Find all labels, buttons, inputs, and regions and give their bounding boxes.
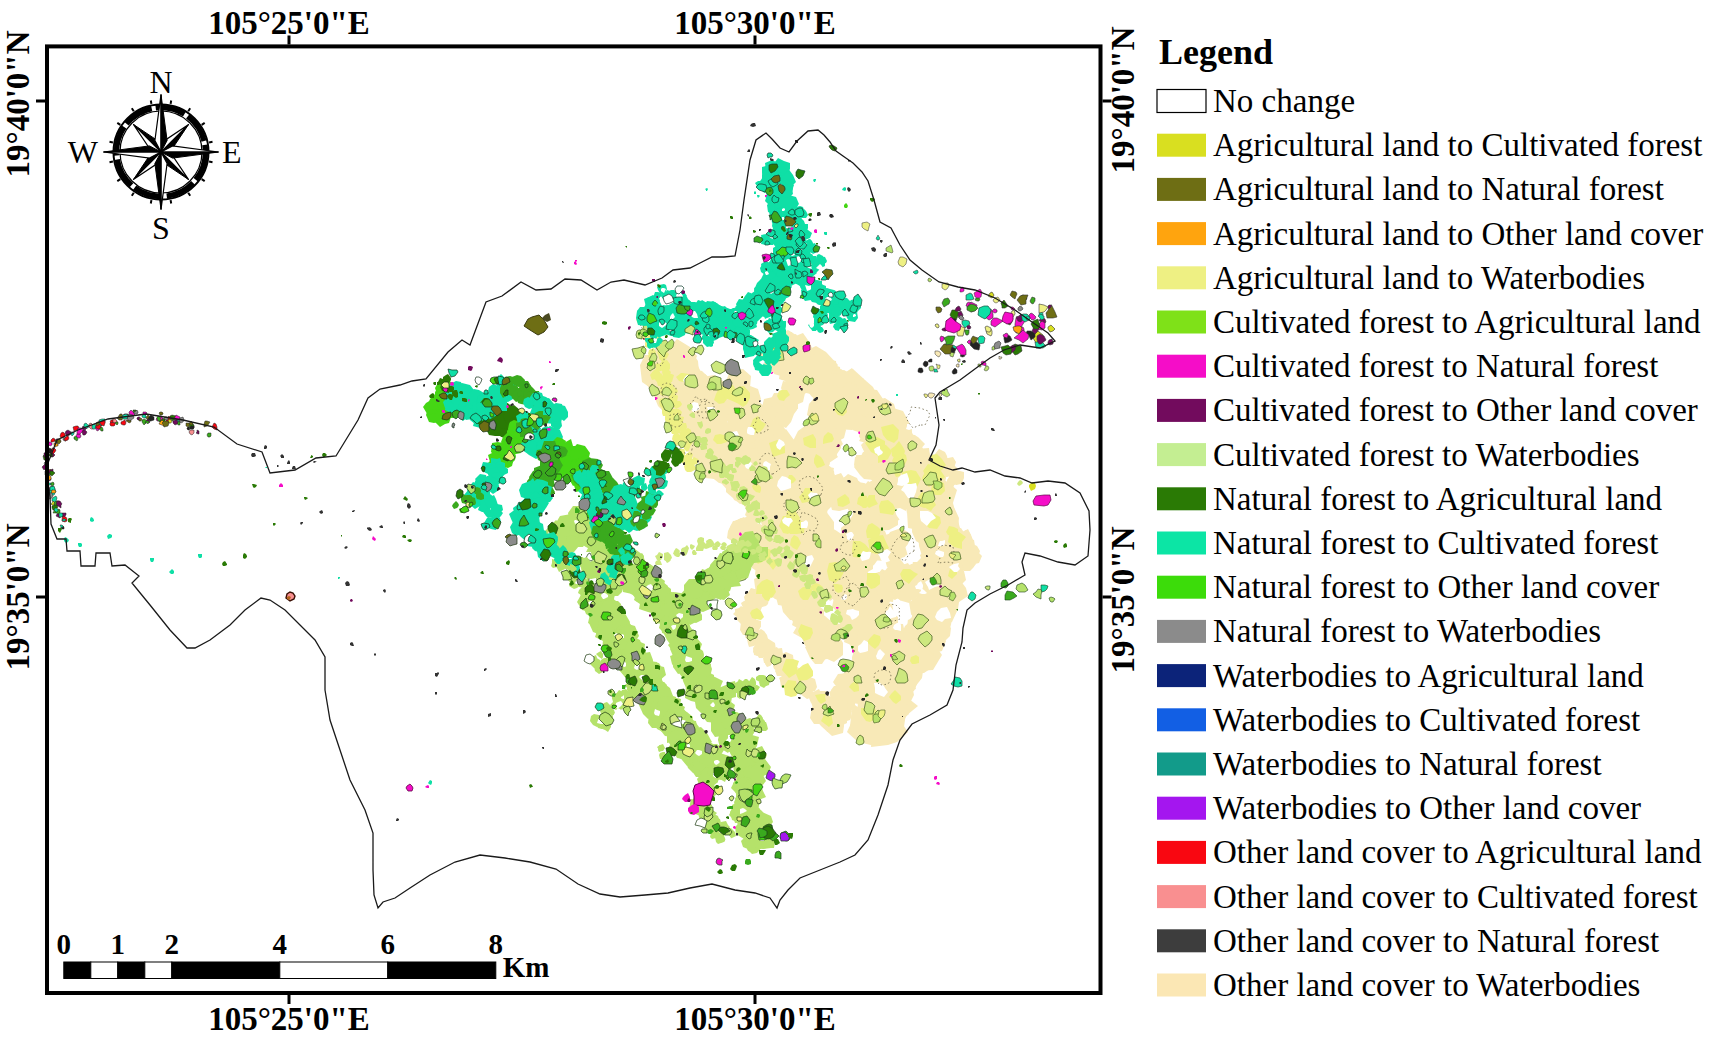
- svg-text:2: 2: [165, 928, 180, 960]
- svg-text:0: 0: [57, 928, 72, 960]
- svg-text:19°35'0"N: 19°35'0"N: [0, 523, 36, 670]
- svg-text:1: 1: [111, 928, 126, 960]
- svg-text:Natural forest to Waterbodies: Natural forest to Waterbodies: [1213, 613, 1601, 649]
- svg-text:Natural forest to Other land c: Natural forest to Other land cover: [1213, 569, 1659, 605]
- svg-text:105°30'0"E: 105°30'0"E: [674, 1001, 836, 1037]
- svg-text:Natural forest to Cultivated f: Natural forest to Cultivated forest: [1213, 525, 1658, 561]
- svg-text:N: N: [149, 64, 172, 100]
- svg-text:Cultivated forest to Natural f: Cultivated forest to Natural forest: [1213, 348, 1658, 384]
- svg-text:19°40'0"N: 19°40'0"N: [0, 30, 36, 177]
- svg-text:Waterbodies to Agricultural la: Waterbodies to Agricultural land: [1213, 658, 1644, 694]
- svg-text:Cultivated forest to Other lan: Cultivated forest to Other land cover: [1213, 392, 1698, 428]
- svg-text:Legend: Legend: [1159, 32, 1273, 72]
- svg-text:19°35'0"N: 19°35'0"N: [1105, 526, 1141, 673]
- svg-text:Other land cover to Waterbodie: Other land cover to Waterbodies: [1213, 967, 1640, 1003]
- svg-text:Other land cover to Agricultur: Other land cover to Agricultural land: [1213, 834, 1702, 870]
- svg-text:105°25'0"E: 105°25'0"E: [208, 5, 370, 41]
- svg-text:4: 4: [273, 928, 288, 960]
- svg-text:S: S: [152, 210, 170, 246]
- svg-text:6: 6: [381, 928, 396, 960]
- svg-text:E: E: [222, 134, 242, 170]
- svg-text:Km: Km: [503, 951, 550, 983]
- svg-text:Agricultural land to Cultivate: Agricultural land to Cultivated forest: [1213, 127, 1702, 163]
- svg-text:Agricultural land to Natural f: Agricultural land to Natural forest: [1213, 171, 1664, 207]
- svg-text:Waterbodies to Natural forest: Waterbodies to Natural forest: [1213, 746, 1602, 782]
- svg-text:Cultivated forest to Agricultu: Cultivated forest to Agricultural land: [1213, 304, 1701, 340]
- svg-text:8: 8: [489, 928, 504, 960]
- svg-text:105°25'0"E: 105°25'0"E: [208, 1001, 370, 1037]
- svg-text:Agricultural land to Waterbodi: Agricultural land to Waterbodies: [1213, 260, 1645, 296]
- svg-text:Other land cover to Cultivated: Other land cover to Cultivated forest: [1213, 879, 1698, 915]
- svg-text:No change: No change: [1213, 83, 1355, 119]
- svg-text:W: W: [68, 134, 99, 170]
- svg-text:105°30'0"E: 105°30'0"E: [674, 5, 836, 41]
- svg-text:Other land cover to Natural fo: Other land cover to Natural forest: [1213, 923, 1659, 959]
- svg-text:Waterbodies to Other land cove: Waterbodies to Other land cover: [1213, 790, 1641, 826]
- svg-text:Waterbodies to Cultivated fore: Waterbodies to Cultivated forest: [1213, 702, 1640, 738]
- svg-text:Natural forest to Agricultural: Natural forest to Agricultural land: [1213, 481, 1663, 517]
- svg-text:Agricultural land to Other lan: Agricultural land to Other land cover: [1213, 216, 1703, 252]
- svg-text:Cultivated forest to Waterbodi: Cultivated forest to Waterbodies: [1213, 437, 1640, 473]
- svg-text:19°40'0"N: 19°40'0"N: [1105, 26, 1141, 173]
